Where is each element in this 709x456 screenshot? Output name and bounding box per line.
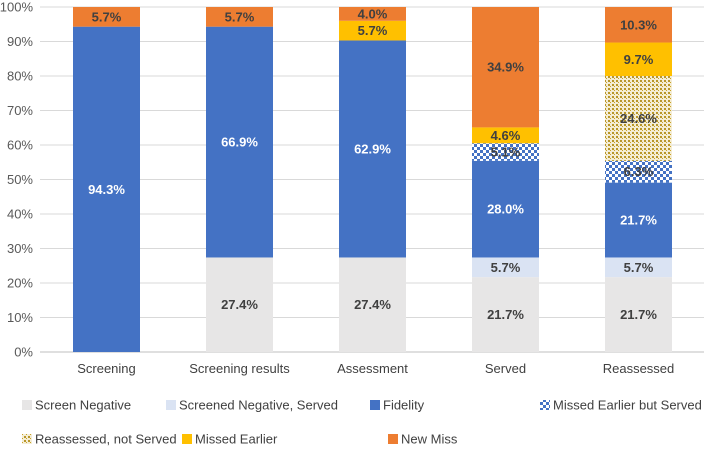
y-tick-label: 10% — [7, 310, 33, 325]
data-label: 27.4% — [354, 297, 391, 312]
data-label: 5.7% — [92, 9, 122, 24]
bar-segment — [605, 7, 672, 43]
y-tick-label: 0% — [14, 345, 33, 360]
bar-segment — [206, 26, 273, 258]
data-label: 21.7% — [487, 307, 524, 322]
bar-segment — [206, 257, 273, 352]
bar-segment — [339, 7, 406, 21]
y-tick-label: 40% — [7, 207, 33, 222]
data-label: 66.9% — [221, 135, 258, 150]
x-axis: Screening Screening results Assessment Serv… — [77, 361, 674, 376]
bars — [73, 7, 672, 352]
bar-segment — [206, 7, 273, 27]
data-label: 10.3% — [620, 17, 657, 32]
bar-segment — [605, 42, 672, 76]
data-label: 24.6% — [620, 111, 657, 126]
legend-swatch — [182, 434, 192, 444]
bar-segment — [605, 76, 672, 161]
x-tick-label: Served — [485, 361, 526, 376]
data-label: 34.9% — [487, 60, 524, 75]
y-axis: 0% 10% 20% 30% 40% 50% 60% 70% 80% 90% 100% — [0, 0, 33, 360]
data-label: 5.7% — [624, 260, 654, 275]
legend-label: Reassessed, not Served — [35, 432, 177, 447]
bar-segment — [472, 7, 539, 128]
data-label: 5.7% — [225, 9, 255, 24]
y-tick-label: 30% — [7, 241, 33, 256]
bar-segment — [73, 26, 140, 352]
data-labels: 94.3% 5.7% 27.4% 66.9% 5.7% 27.4% 62.9% 5.7% 4.0… — [88, 6, 657, 322]
bar-segment — [605, 182, 672, 258]
legend-label: Missed Earlier — [195, 432, 278, 447]
bar-segment — [339, 40, 406, 258]
y-tick-label: 20% — [7, 276, 33, 291]
legend-label: Screen Negative — [35, 398, 131, 413]
y-tick-label: 50% — [7, 172, 33, 187]
bar-segment — [605, 257, 672, 278]
bar-segment — [339, 257, 406, 352]
bar-segment — [605, 160, 672, 183]
data-label: 4.0% — [358, 6, 388, 21]
legend-label: Screened Negative, Served — [179, 398, 338, 413]
legend-label: Missed Earlier but Served — [553, 398, 702, 413]
data-label: 5.7% — [358, 23, 388, 38]
legend-swatch — [370, 400, 380, 410]
legend-swatch — [22, 434, 32, 444]
legend-swatch — [388, 434, 398, 444]
y-tick-label: 100% — [0, 0, 33, 15]
data-label: 94.3% — [88, 182, 125, 197]
legend-swatch — [22, 400, 32, 410]
data-label: 4.6% — [491, 128, 521, 143]
bar-segment — [339, 20, 406, 41]
legend-label: Fidelity — [383, 398, 425, 413]
legend-label: New Miss — [401, 432, 458, 447]
bar-segment — [472, 127, 539, 144]
data-label: 21.7% — [620, 213, 657, 228]
bar-segment — [605, 277, 672, 352]
data-label: 21.7% — [620, 307, 657, 322]
x-tick-label: Screening — [77, 361, 136, 376]
data-label: 6.3% — [624, 164, 654, 179]
bar-segment — [472, 277, 539, 352]
y-tick-label: 90% — [7, 34, 33, 49]
data-label: 28.0% — [487, 202, 524, 217]
bar-segment — [472, 257, 539, 278]
data-label: 5.7% — [491, 260, 521, 275]
y-tick-label: 60% — [7, 138, 33, 153]
data-label: 62.9% — [354, 141, 391, 156]
bar-segment — [472, 160, 539, 258]
x-tick-label: Reassessed — [603, 361, 675, 376]
x-tick-label: Screening results — [189, 361, 290, 376]
legend-swatch — [540, 400, 550, 410]
y-tick-label: 80% — [7, 69, 33, 84]
data-label: 9.7% — [624, 52, 654, 67]
legend: Screen Negative Screened Negative, Served… — [22, 398, 702, 447]
y-tick-label: 70% — [7, 103, 33, 118]
bar-segment — [73, 7, 140, 27]
x-tick-label: Assessment — [337, 361, 408, 376]
data-label: 5.1% — [491, 145, 521, 160]
legend-swatch — [166, 400, 176, 410]
data-label: 27.4% — [221, 297, 258, 312]
bar-segment — [472, 143, 539, 161]
